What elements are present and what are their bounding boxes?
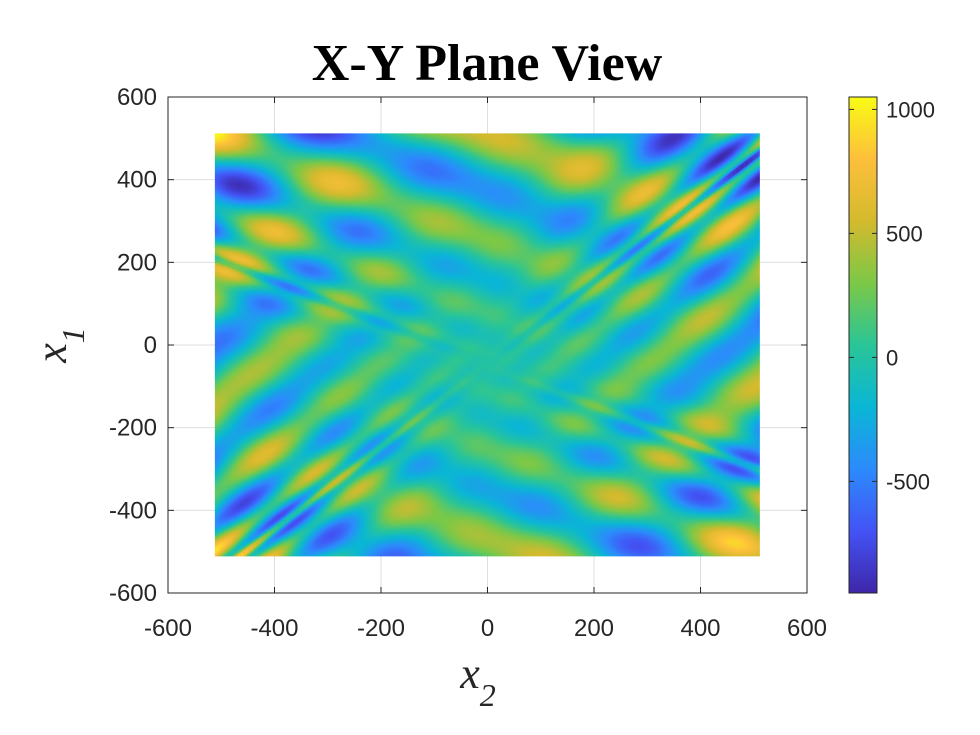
y-tick-label: 0 <box>144 332 157 359</box>
x-tick-label: -400 <box>250 615 298 642</box>
y-tick-label: -400 <box>109 497 157 524</box>
plot-area <box>167 96 808 594</box>
x-tick-label: 600 <box>787 615 827 642</box>
x-tick-label: 0 <box>481 615 494 642</box>
y-tick-label: 600 <box>117 84 157 111</box>
colorbar-box <box>848 96 878 594</box>
colorbar-ticks: -500 0 500 1000 <box>849 97 935 494</box>
colorbar-tick-label: -500 <box>886 469 930 494</box>
x-tick-label: -200 <box>357 615 405 642</box>
x-axis-label-subscript: 2 <box>480 677 496 713</box>
heatmap-surface <box>214 133 760 557</box>
colorbar-gradient <box>849 97 877 593</box>
colorbar: -500 0 500 1000 <box>848 96 935 594</box>
x-tick-label: -600 <box>144 615 192 642</box>
colorbar-tick-label: 0 <box>886 345 898 370</box>
y-tick-labels: -600 -400 -200 0 200 400 600 <box>109 84 157 607</box>
chart-title: X-Y Plane View <box>312 35 663 92</box>
x-tick-labels: -600 -400 -200 0 200 400 600 <box>144 615 827 642</box>
y-tick-label: 200 <box>117 249 157 276</box>
x-axis-label: x2 <box>459 649 496 713</box>
colorbar-tick-label: 1000 <box>886 97 935 122</box>
colorbar-tick-label: 500 <box>886 221 923 246</box>
y-tick-label: -600 <box>109 580 157 607</box>
y-axis-label: x1 <box>27 327 91 364</box>
x-tick-label: 400 <box>680 615 720 642</box>
y-axis-label-main: x <box>27 343 76 364</box>
x-axis-label-main: x <box>459 649 480 698</box>
y-axis-label-subscript: 1 <box>55 327 91 343</box>
axis-ticks <box>167 96 808 594</box>
y-tick-label: -200 <box>109 415 157 442</box>
x-tick-label: 200 <box>574 615 614 642</box>
y-tick-label: 400 <box>117 167 157 194</box>
